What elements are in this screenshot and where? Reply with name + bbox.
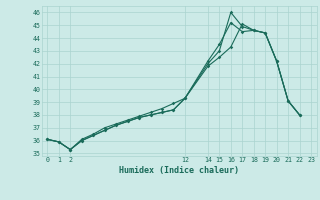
X-axis label: Humidex (Indice chaleur): Humidex (Indice chaleur) [119,166,239,175]
